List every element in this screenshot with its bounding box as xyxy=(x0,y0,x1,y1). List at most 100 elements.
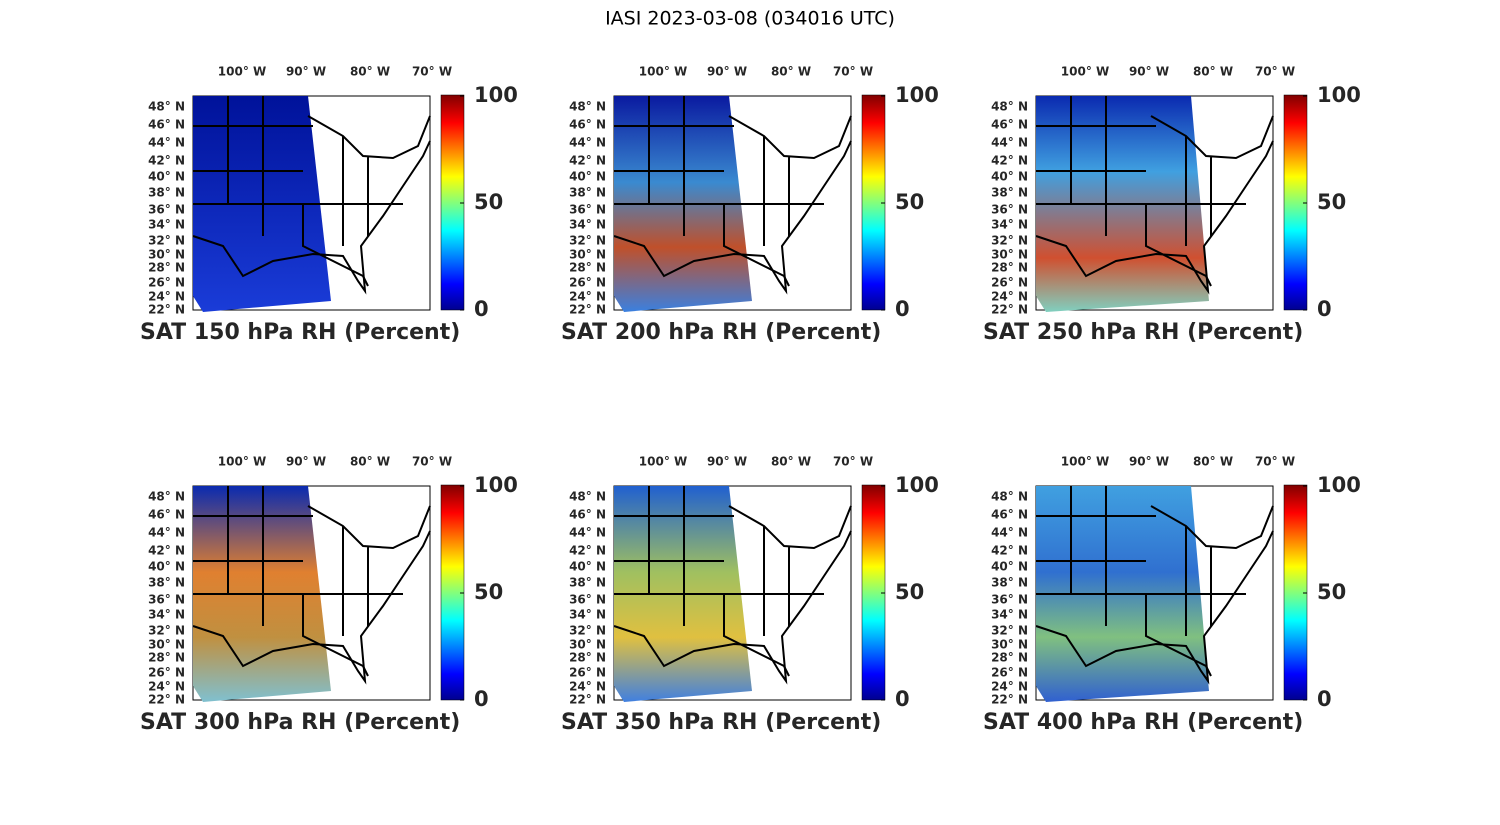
lon-label: 70° W xyxy=(833,455,873,469)
lat-label: 26° N xyxy=(148,276,185,290)
lat-label: 22° N xyxy=(148,693,185,707)
lat-label: 28° N xyxy=(569,261,606,275)
lat-label: 46° N xyxy=(991,118,1028,132)
lat-label: 46° N xyxy=(148,508,185,522)
lat-label: 44° N xyxy=(991,526,1028,540)
lat-label: 24° N xyxy=(569,680,606,694)
lon-label: 80° W xyxy=(1193,455,1233,469)
lat-label: 26° N xyxy=(991,276,1028,290)
lat-label: 36° N xyxy=(991,593,1028,607)
lon-label: 100° W xyxy=(218,65,266,79)
lat-label: 28° N xyxy=(991,651,1028,665)
lat-label: 40° N xyxy=(991,170,1028,184)
lon-label: 70° W xyxy=(1255,65,1295,79)
state-borders xyxy=(614,486,852,677)
lon-label: 90° W xyxy=(1129,65,1169,79)
colorbar-tick-label: 100 xyxy=(1317,83,1361,107)
lat-label: 34° N xyxy=(991,608,1028,622)
lat-label: 24° N xyxy=(148,290,185,304)
map-panel: 100° W 90° W 80° W 70° W 48° N 46° N 44° N 42° … xyxy=(983,65,1361,346)
lat-label: 46° N xyxy=(148,118,185,132)
lat-label: 34° N xyxy=(569,218,606,232)
lat-label: 24° N xyxy=(148,680,185,694)
lat-label: 32° N xyxy=(148,234,185,248)
colorbar-tick-label: 0 xyxy=(1317,687,1332,711)
lat-label: 38° N xyxy=(991,576,1028,590)
lat-label: 36° N xyxy=(148,203,185,217)
lon-label: 100° W xyxy=(639,455,687,469)
lat-label: 30° N xyxy=(991,638,1028,652)
panel-title: SAT 250 hPa RH (Percent) xyxy=(983,320,1303,345)
lat-label: 28° N xyxy=(991,261,1028,275)
lat-label: 40° N xyxy=(148,170,185,184)
panel-title: SAT 350 hPa RH (Percent) xyxy=(561,710,881,735)
colorbar-tick-label: 0 xyxy=(895,687,910,711)
lat-label: 26° N xyxy=(569,276,606,290)
lat-label: 40° N xyxy=(991,560,1028,574)
map-panel: 100° W 90° W 80° W 70° W 48° N 46° N 44° N 42° … xyxy=(983,455,1361,736)
lat-label: 44° N xyxy=(569,526,606,540)
colorbar-tick-label: 100 xyxy=(1317,473,1361,497)
lon-label: 80° W xyxy=(350,455,390,469)
colorbar-tick-label: 100 xyxy=(895,473,939,497)
coastline xyxy=(613,530,852,685)
lat-label: 34° N xyxy=(148,608,185,622)
lat-label: 44° N xyxy=(991,136,1028,150)
lat-label: 30° N xyxy=(148,248,185,262)
lat-label: 22° N xyxy=(569,693,606,707)
colorbar-tick-label: 100 xyxy=(895,83,939,107)
colorbar-tick-label: 100 xyxy=(474,83,518,107)
lat-label: 48° N xyxy=(569,490,606,504)
lat-label: 26° N xyxy=(148,666,185,680)
lat-label: 38° N xyxy=(991,186,1028,200)
colorbar-tick-label: 50 xyxy=(1317,190,1346,214)
lat-label: 34° N xyxy=(148,218,185,232)
lat-label: 22° N xyxy=(991,693,1028,707)
state-borders xyxy=(1036,486,1274,677)
lat-label: 32° N xyxy=(991,234,1028,248)
lat-label: 30° N xyxy=(991,248,1028,262)
coastline xyxy=(192,140,431,295)
panel-title: SAT 200 hPa RH (Percent) xyxy=(561,320,881,345)
lat-label: 28° N xyxy=(569,651,606,665)
lon-label: 90° W xyxy=(286,455,326,469)
lat-label: 42° N xyxy=(569,154,606,168)
colorbar-tick-label: 50 xyxy=(895,580,924,604)
lat-label: 48° N xyxy=(148,100,185,114)
lon-label: 100° W xyxy=(639,65,687,79)
lat-label: 46° N xyxy=(991,508,1028,522)
lon-label: 70° W xyxy=(1255,455,1295,469)
lat-label: 30° N xyxy=(148,638,185,652)
colorbar-tick-label: 50 xyxy=(474,580,503,604)
lat-label: 44° N xyxy=(148,136,185,150)
colorbar-tick-label: 0 xyxy=(474,297,489,321)
lat-label: 40° N xyxy=(569,560,606,574)
colorbar-tick-label: 0 xyxy=(474,687,489,711)
lat-label: 36° N xyxy=(569,593,606,607)
lon-label: 100° W xyxy=(218,455,266,469)
lon-label: 80° W xyxy=(350,65,390,79)
lat-label: 22° N xyxy=(991,303,1028,317)
lat-label: 42° N xyxy=(569,544,606,558)
lon-label: 80° W xyxy=(1193,65,1233,79)
lat-label: 42° N xyxy=(991,544,1028,558)
lon-label: 100° W xyxy=(1061,65,1109,79)
coastline xyxy=(192,530,431,685)
colorbar-tick-label: 50 xyxy=(474,190,503,214)
colorbar-tick-label: 50 xyxy=(895,190,924,214)
lat-label: 24° N xyxy=(569,290,606,304)
lat-label: 38° N xyxy=(148,576,185,590)
lat-label: 46° N xyxy=(569,118,606,132)
lat-label: 32° N xyxy=(569,234,606,248)
map-panel: 100° W 90° W 80° W 70° W 48° N 46° N 44° N 42° … xyxy=(140,455,518,736)
lat-label: 28° N xyxy=(148,651,185,665)
lon-label: 90° W xyxy=(707,65,747,79)
coastline xyxy=(613,140,852,295)
lat-label: 44° N xyxy=(148,526,185,540)
lat-label: 36° N xyxy=(991,203,1028,217)
lat-label: 30° N xyxy=(569,248,606,262)
lat-label: 36° N xyxy=(569,203,606,217)
map-panel: 100° W 90° W 80° W 70° W 48° N 46° N 44° N 42° … xyxy=(561,455,939,736)
lat-label: 42° N xyxy=(148,544,185,558)
